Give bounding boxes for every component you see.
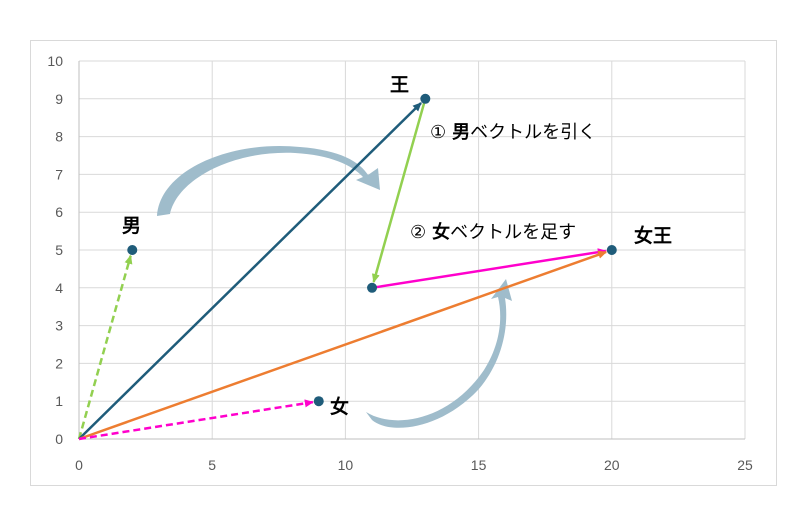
vector-arrow: [78, 399, 314, 441]
y-tick-label: 9: [55, 91, 63, 107]
y-tick-label: 7: [55, 166, 63, 182]
y-tick-label: 5: [55, 242, 63, 258]
annotation-add: ② 女ベクトルを足す: [410, 221, 576, 243]
y-tick-label: 1: [55, 393, 63, 409]
chart-frame: [30, 40, 777, 486]
vector-arrow: [78, 250, 608, 441]
vector-arrow: [371, 98, 427, 283]
y-tick-label: 6: [55, 204, 63, 220]
data-point: [420, 93, 431, 104]
vector-arrow: [371, 248, 607, 290]
x-tick-label: 25: [737, 457, 753, 473]
x-tick-label: 0: [75, 457, 83, 473]
point-label-man: 男: [122, 215, 141, 237]
point-label-queen: 女王: [634, 224, 672, 247]
y-tick-label: 0: [55, 431, 63, 447]
curved-arrow-subtract: [157, 145, 380, 216]
x-tick-label: 20: [604, 457, 620, 473]
annotation-subtract: ① 男ベクトルを引く: [430, 122, 596, 143]
vector-arrow: [78, 102, 422, 440]
point-label-king: 王: [390, 74, 409, 96]
curved-arrow-add: [366, 279, 512, 428]
data-point: [367, 282, 378, 293]
y-tick-label: 4: [55, 280, 63, 296]
data-point: [127, 245, 138, 255]
y-tick-label: 3: [55, 318, 63, 334]
vector-arrow: [77, 254, 133, 440]
y-tick-label: 8: [55, 129, 63, 145]
point-label-woman: 女: [330, 395, 349, 418]
data-point: [606, 245, 617, 255]
data-point: [313, 396, 324, 407]
x-tick-label: 15: [471, 457, 487, 473]
x-tick-label: 5: [208, 457, 216, 473]
y-tick-label: 2: [55, 355, 63, 371]
y-tick-label: 10: [47, 53, 63, 69]
x-tick-label: 10: [338, 457, 354, 473]
